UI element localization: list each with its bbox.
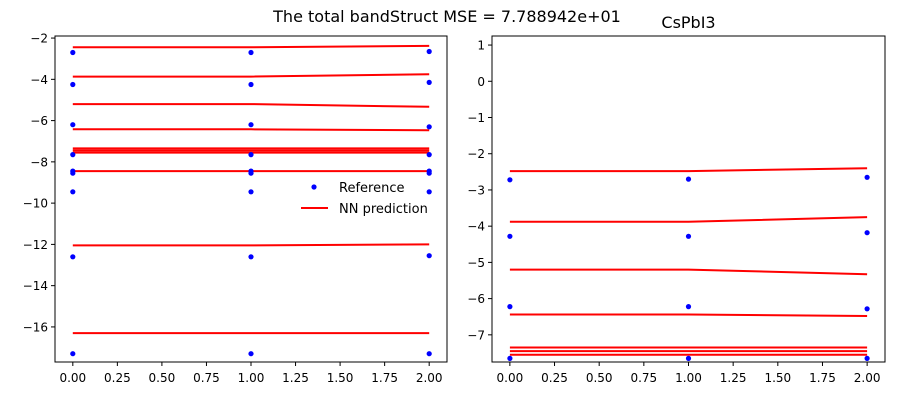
x-tick-label: 0.25 [541, 371, 568, 385]
reference-point-1-0 [507, 233, 513, 239]
reference-point-2-0 [70, 122, 76, 128]
prediction-band-2 [509, 268, 868, 276]
legend-marker-reference [311, 184, 317, 190]
x-axis-ticks: 0.00 0.25 0.50 0.75 1.00 1.25 1.50 1.75 2.00 [59, 362, 443, 385]
x-tick-label: 1.25 [282, 371, 309, 385]
legend-label-reference: Reference [339, 181, 404, 196]
reference-point-3-1 [248, 152, 254, 158]
y-tick-label: −10 [23, 197, 48, 211]
prediction-series [509, 167, 868, 356]
x-tick-label: 0.00 [59, 371, 86, 385]
y-tick-label: −3 [467, 183, 485, 197]
reference-point-5-2 [426, 170, 432, 176]
x-tick-label: 2.00 [416, 371, 443, 385]
x-tick-label: 0.00 [497, 371, 524, 385]
reference-point-0-2 [426, 48, 432, 55]
x-tick-label: 0.75 [630, 371, 657, 385]
reference-point-6-1 [248, 189, 254, 195]
y-tick-label: −7 [467, 328, 485, 342]
prediction-band-0 [509, 167, 868, 173]
prediction-band-1 [509, 216, 868, 223]
reference-point-7-1 [248, 254, 254, 260]
prediction-band-3 [72, 128, 430, 132]
x-tick-label: 0.25 [104, 371, 131, 385]
y-tick-label: −12 [23, 238, 48, 252]
reference-point-2-2 [864, 306, 870, 312]
x-tick-label: 1.00 [238, 371, 265, 385]
x-tick-label: 0.75 [193, 371, 220, 385]
legend: Reference NN prediction [301, 181, 428, 217]
reference-point-6-0 [70, 189, 76, 195]
y-tick-label: −4 [30, 73, 48, 87]
y-tick-label: −2 [30, 32, 48, 46]
y-tick-label: 1 [477, 39, 485, 53]
band-structure-plot-cspbi3: 0.00 0.25 0.50 0.75 1.00 1.25 1.50 1.75 2.00 −7−… [467, 13, 886, 385]
x-tick-label: 1.50 [327, 371, 354, 385]
figure-suptitle: The total bandStruct MSE = 7.788942e+01 [272, 7, 621, 26]
reference-point-7-2 [426, 253, 432, 259]
reference-point-0-1 [248, 49, 254, 56]
x-tick-label: 1.75 [809, 371, 836, 385]
plot-title: CsPbI3 [661, 13, 715, 32]
reference-point-5-0 [70, 170, 76, 176]
reference-point-3-2 [864, 355, 870, 361]
x-tick-label: 1.50 [764, 371, 791, 385]
y-tick-label: −16 [23, 320, 48, 334]
reference-point-3-0 [70, 152, 76, 158]
y-tick-label: −5 [467, 256, 485, 270]
reference-point-1-2 [864, 230, 870, 236]
reference-point-2-2 [426, 124, 432, 130]
reference-series [507, 174, 870, 361]
reference-point-5-1 [248, 170, 254, 176]
reference-point-8-0 [70, 351, 76, 357]
legend-label-prediction: NN prediction [339, 202, 428, 217]
prediction-band-1 [72, 73, 430, 78]
reference-point-2-1 [685, 304, 692, 310]
y-tick-label: −8 [30, 155, 48, 169]
y-tick-label: 0 [477, 75, 485, 89]
y-tick-label: −14 [23, 279, 48, 293]
y-tick-label: −1 [467, 111, 485, 125]
x-tick-label: 0.50 [586, 371, 613, 385]
x-tick-label: 2.00 [854, 371, 881, 385]
reference-series [70, 48, 432, 357]
reference-point-6-2 [426, 189, 432, 195]
prediction-series [72, 44, 430, 335]
reference-point-1-0 [70, 81, 76, 88]
x-axis-ticks: 0.00 0.25 0.50 0.75 1.00 1.25 1.50 1.75 2.00 [497, 362, 881, 385]
reference-point-0-0 [507, 177, 513, 183]
y-tick-label: −4 [467, 220, 485, 234]
x-tick-label: 1.75 [371, 371, 398, 385]
x-tick-label: 0.50 [149, 371, 176, 385]
y-tick-label: −6 [30, 114, 48, 128]
prediction-band-3 [509, 313, 868, 317]
y-tick-label: −2 [467, 147, 485, 161]
y-axis-ticks: −16 −14 −12 −10 −8 −6 −4 −2 [23, 32, 55, 334]
plot-frame [491, 35, 886, 363]
reference-point-0-2 [864, 174, 870, 180]
reference-point-1-2 [426, 79, 432, 85]
prediction-band-8 [72, 243, 430, 247]
reference-point-3-0 [507, 355, 513, 361]
reference-point-1-1 [685, 233, 692, 239]
reference-point-0-1 [685, 176, 692, 182]
x-tick-label: 1.00 [675, 371, 702, 385]
reference-point-3-1 [685, 355, 692, 361]
reference-point-8-1 [248, 351, 254, 357]
prediction-band-2 [72, 103, 430, 108]
reference-point-1-1 [248, 81, 254, 88]
band-structure-plot-left: 0.00 0.25 0.50 0.75 1.00 1.25 1.50 1.75 2.00 −16… [23, 32, 448, 385]
y-tick-label: −6 [467, 292, 485, 306]
prediction-band-0 [72, 44, 430, 49]
reference-point-3-2 [426, 152, 432, 158]
reference-point-8-2 [426, 351, 432, 357]
reference-point-2-1 [248, 122, 254, 128]
x-tick-label: 1.25 [720, 371, 747, 385]
reference-point-2-0 [507, 304, 513, 310]
y-axis-ticks: −7 −6 −5 −4 −3 −2 −1 0 1 [467, 39, 492, 342]
reference-point-7-0 [70, 254, 76, 260]
reference-point-0-0 [70, 49, 76, 56]
